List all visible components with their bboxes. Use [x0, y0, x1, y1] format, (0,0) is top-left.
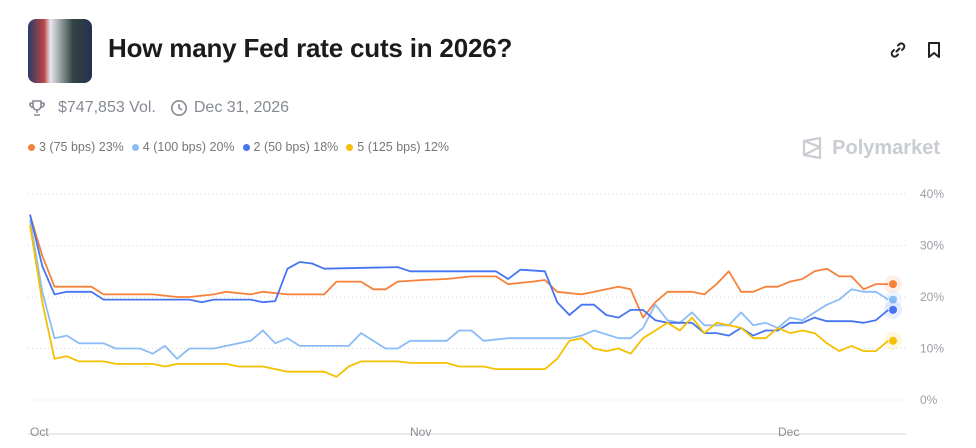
- chart-legend: 3 (75 bps) 23% 4 (100 bps) 20% 2 (50 bps…: [28, 140, 457, 154]
- y-tick-label: 20%: [920, 290, 944, 304]
- clock-icon: [170, 100, 187, 116]
- legend-dot: [28, 143, 35, 151]
- link-icon[interactable]: [888, 40, 908, 60]
- line-chart: 0% 10% 20% 30% 40% Oct Nov Dec: [28, 187, 944, 439]
- series-end-point[interactable]: [889, 336, 897, 345]
- page-title: How many Fed rate cuts in 2026?: [108, 33, 513, 63]
- trophy-icon: [29, 100, 45, 116]
- market-avatar: [28, 19, 92, 83]
- legend-label: 3 (75 bps) 23%: [39, 140, 124, 154]
- legend-item: 4 (100 bps) 20%: [131, 140, 235, 154]
- end-date-text: Dec 31, 2026: [193, 99, 290, 116]
- legend-label: 5 (125 bps) 12%: [357, 140, 450, 154]
- y-tick-label: 0%: [920, 393, 938, 407]
- market-meta: $747,853 Vol. Dec 31, 2026: [28, 99, 289, 117]
- series-line: [29, 214, 889, 319]
- legend-dot: [242, 143, 250, 151]
- x-tick-label: Nov: [410, 425, 431, 439]
- legend-item: 5 (125 bps) 12%: [346, 140, 449, 154]
- series-end-point[interactable]: [889, 280, 897, 289]
- series-end-point[interactable]: [889, 305, 897, 314]
- bookmark-icon[interactable]: [924, 40, 944, 60]
- legend-dot: [346, 143, 354, 151]
- series-line: [29, 214, 889, 337]
- y-tick-label: 10%: [920, 342, 944, 356]
- legend-label: 2 (50 bps) 18%: [253, 140, 339, 154]
- legend-dot: [131, 143, 139, 151]
- brand-name: Polymarket: [832, 136, 940, 159]
- x-tick-label: Dec: [778, 425, 799, 439]
- polymarket-logo: Polymarket: [800, 136, 940, 160]
- y-tick-label: 40%: [920, 187, 944, 201]
- legend-item: 2 (50 bps) 18%: [242, 140, 339, 154]
- series-end-point[interactable]: [889, 295, 897, 304]
- legend-item: 3 (75 bps) 23%: [28, 140, 124, 154]
- volume-text: $747,853 Vol.: [58, 99, 156, 116]
- legend-label: 4 (100 bps) 20%: [142, 140, 235, 154]
- polymarket-logo-icon: [803, 136, 822, 160]
- series-line: [29, 224, 889, 378]
- y-tick-label: 30%: [920, 239, 944, 253]
- x-tick-label: Oct: [30, 425, 49, 439]
